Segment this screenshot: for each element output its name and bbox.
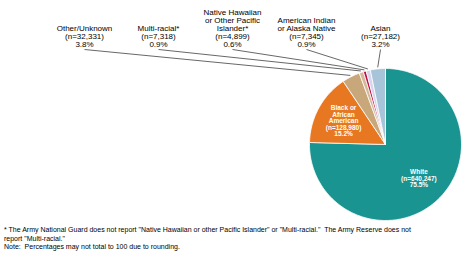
svg-text:Multi-racial*(n=7,318)0.9%: Multi-racial*(n=7,318)0.9% — [138, 24, 180, 49]
svg-text:Other/Unknown(n=32,331)3.8%: Other/Unknown(n=32,331)3.8% — [57, 24, 113, 49]
html-text:report "Multi-racial.": report "Multi-racial." — [4, 234, 65, 242]
svg-text:Black orAfricanAmerican(n=128,: Black orAfricanAmerican(n=128,980)15.2% — [326, 104, 362, 137]
svg-text:White(n=640,247)75.5%: White(n=640,247)75.5% — [401, 168, 437, 188]
html-text:* The Army National Guard does: * The Army National Guard does not repor… — [4, 226, 411, 233]
svg-text:Asian(n=27,182)3.2%: Asian(n=27,182)3.2% — [361, 24, 400, 49]
html-text:Note: Percentages may not tota: Note: Percentages may not total to 100 d… — [4, 243, 180, 250]
svg-text:American Indianor Alaska Nativ: American Indianor Alaska Native(n=7,345)… — [278, 16, 336, 49]
svg-text:Native Hawaiianor Other Pacifi: Native Hawaiianor Other PacificIslander*… — [204, 8, 262, 49]
